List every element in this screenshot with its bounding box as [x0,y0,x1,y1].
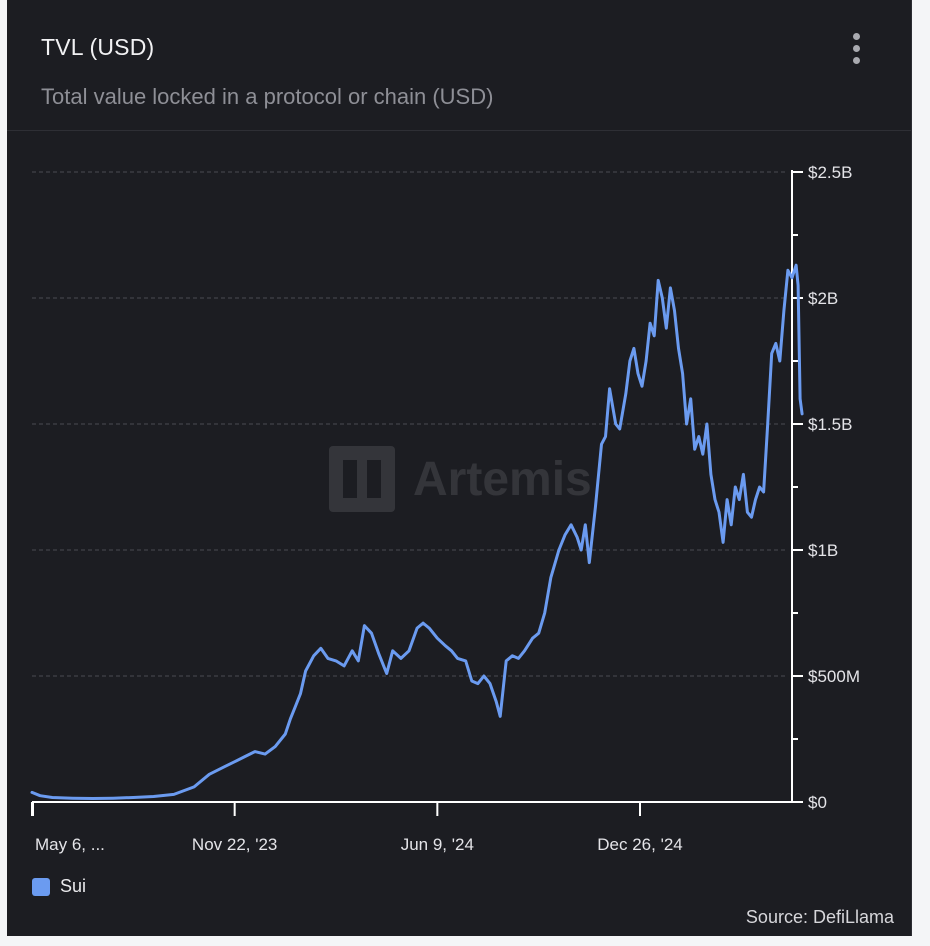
header-divider [7,130,911,131]
source-note: Source: DefiLlama [745,907,894,927]
legend-label: Sui [60,876,87,896]
y-tick-label: $1.5B [808,415,852,434]
y-tick-label: $500M [808,667,860,686]
series-line-sui [30,263,804,800]
watermark: Artemis [329,446,592,512]
more-vertical-icon[interactable] [845,30,869,66]
chart-title: TVL (USD) [41,34,155,60]
x-tick-label: Jun 9, '24 [401,835,474,854]
chart-card: TVL (USD) Total value locked in a protoc… [7,0,912,936]
legend-swatch [32,877,50,896]
artemis-logo-icon [329,446,395,512]
tvl-line-chart[interactable]: $0 $500M $1B $1.5B $2B $2.5B May 6, ... Nov 22,… [7,0,911,936]
x-tick-label: Nov 22, '23 [192,835,277,854]
y-tick-label: $2B [808,289,838,308]
chart-subtitle: Total value locked in a protocol or chai… [41,84,494,109]
legend-item-sui[interactable]: Sui [32,876,86,897]
watermark-text: Artemis [413,452,592,506]
y-tick-label: $0 [808,793,827,812]
x-tick-label: May 6, ... [35,835,105,854]
y-tick-label: $1B [808,541,838,560]
y-tick-label: $2.5B [808,163,852,182]
x-tick-label: Dec 26, '24 [597,835,682,854]
